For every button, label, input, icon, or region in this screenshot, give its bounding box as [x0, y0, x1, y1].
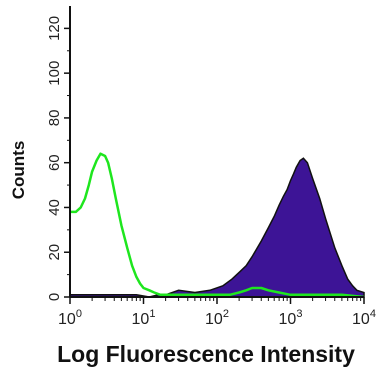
y-tick-label: 100 — [46, 61, 63, 86]
y-tick-label: 120 — [46, 16, 63, 41]
series-0-filled-histogram — [69, 157, 365, 298]
x-tick-label: 100 — [58, 308, 82, 328]
y-tick-label: 60 — [46, 154, 63, 171]
y-axis: 0 20 40 60 80 100 120 — [46, 6, 71, 301]
plot-area — [69, 152, 365, 299]
x-axis-label: Log Fluorescence Intensity — [57, 341, 355, 367]
x-axis: 100 101 102 103 104 — [58, 296, 376, 328]
y-tick-label: 40 — [46, 199, 63, 216]
y-axis-label: Counts — [9, 141, 28, 200]
series-1-line-histogram — [70, 152, 365, 299]
x-tick-label: 104 — [352, 308, 376, 328]
x-tick-label: 102 — [205, 308, 229, 328]
y-tick-label: 20 — [46, 244, 63, 261]
x-tick-label: 101 — [132, 308, 156, 328]
y-tick-label: 80 — [46, 110, 63, 127]
x-tick-label: 103 — [279, 308, 303, 328]
y-tick-label: 0 — [46, 293, 63, 301]
